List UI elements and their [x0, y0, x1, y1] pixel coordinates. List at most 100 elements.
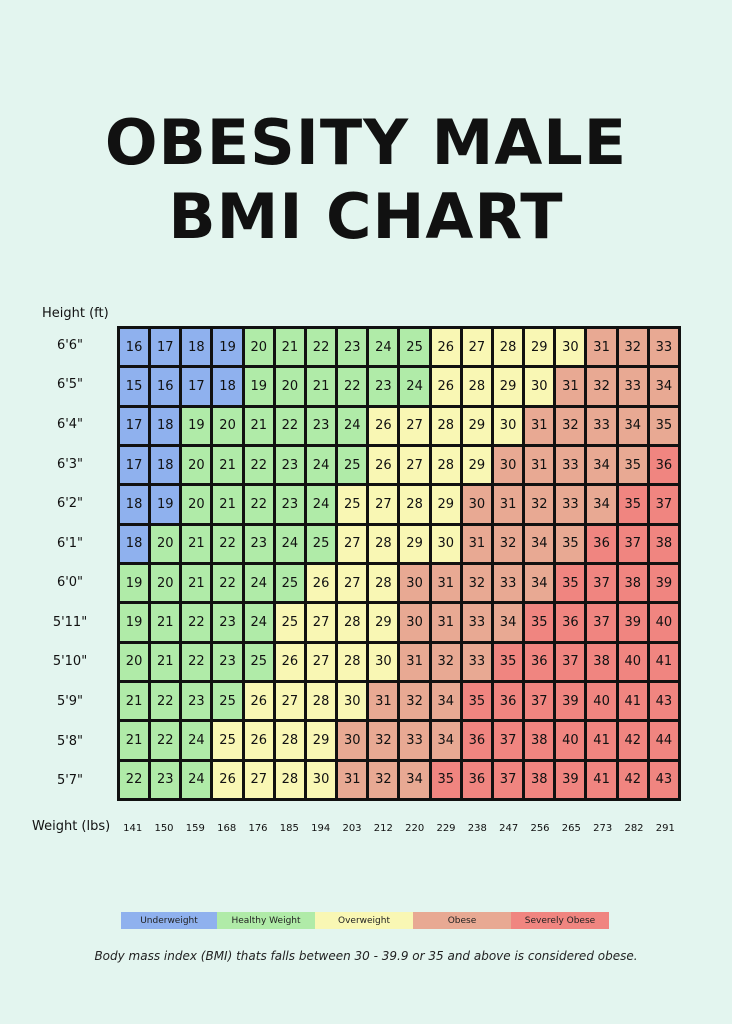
bmi-cell: 26: [306, 564, 336, 602]
bmi-cell: 32: [369, 722, 398, 759]
bmi-cell: 39: [556, 682, 585, 720]
bmi-cell: 25: [306, 525, 336, 562]
bmi-cell: 36: [649, 446, 678, 484]
bmi-cell: 20: [182, 446, 211, 484]
legend-item-underweight: Underweight: [121, 912, 217, 929]
bmi-cell: 21: [151, 604, 180, 641]
bmi-cell: 41: [587, 722, 616, 759]
bmi-cell: 31: [493, 486, 523, 523]
bmi-cell: 26: [369, 446, 398, 484]
bmi-cell: 25: [244, 643, 273, 680]
bmi-cell: 30: [369, 643, 398, 680]
bmi-cell: 18: [120, 525, 149, 562]
bmi-cell: 18: [120, 486, 149, 523]
bmi-cell: 28: [369, 564, 398, 602]
bmi-cell: 34: [525, 564, 554, 602]
bmi-cell: 42: [618, 722, 647, 759]
bmi-cell: 28: [275, 722, 304, 759]
bmi-cell: 35: [649, 407, 678, 444]
bmi-cell: 33: [556, 486, 585, 523]
bmi-cell: 20: [151, 525, 180, 562]
bmi-cell: 38: [618, 564, 647, 602]
bmi-cell: 21: [120, 682, 149, 720]
bmi-cell: 35: [462, 682, 491, 720]
bmi-cell: 26: [213, 761, 242, 798]
bmi-cell: 34: [587, 446, 616, 484]
column-label: 212: [373, 823, 393, 834]
bmi-cell: 15: [120, 368, 149, 405]
bmi-cell: 23: [213, 604, 242, 641]
bmi-cell: 29: [369, 604, 398, 641]
legend-item-severe: Severely Obese: [511, 912, 609, 929]
bmi-cell: 17: [151, 329, 180, 366]
column-label: 176: [248, 823, 268, 834]
bmi-cell: 22: [151, 722, 180, 759]
bmi-cell: 33: [462, 604, 491, 641]
bmi-cell: 25: [400, 329, 429, 366]
bmi-cell: 42: [618, 761, 647, 798]
column-label: 229: [436, 823, 456, 834]
column-label: 265: [561, 823, 581, 834]
bmi-cell: 28: [493, 329, 523, 366]
bmi-cell: 33: [400, 722, 429, 759]
bmi-cell: 38: [525, 722, 554, 759]
bmi-cell: 30: [525, 368, 554, 405]
bmi-cell: 31: [556, 368, 585, 405]
bmi-cell: 40: [618, 643, 647, 680]
bmi-cell: 32: [525, 486, 554, 523]
bmi-cell: 34: [525, 525, 554, 562]
title-line-2: BMI CHART: [168, 180, 564, 253]
bmi-cell: 20: [275, 368, 304, 405]
bmi-cell: 21: [120, 722, 149, 759]
bmi-cell: 32: [400, 682, 429, 720]
bmi-cell: 37: [493, 761, 523, 798]
bmi-cell: 21: [306, 368, 336, 405]
bmi-cell: 25: [213, 682, 242, 720]
bmi-cell: 21: [213, 446, 242, 484]
bmi-cell: 24: [244, 564, 273, 602]
bmi-cell: 31: [587, 329, 616, 366]
bmi-cell: 22: [213, 564, 242, 602]
bmi-cell: 32: [587, 368, 616, 405]
row-label: 5'10": [52, 654, 88, 670]
bmi-cell: 19: [182, 407, 211, 444]
legend-item-healthy: Healthy Weight: [217, 912, 315, 929]
bmi-cell: 26: [244, 722, 273, 759]
bmi-cell: 28: [369, 525, 398, 562]
bmi-cell: 37: [587, 564, 616, 602]
bmi-cell: 38: [649, 525, 678, 562]
bmi-cell: 36: [493, 682, 523, 720]
bmi-cell: 29: [431, 486, 460, 523]
bmi-cell: 21: [213, 486, 242, 523]
bmi-cell: 24: [306, 446, 336, 484]
bmi-cell: 34: [493, 604, 523, 641]
bmi-cell: 36: [587, 525, 616, 562]
bmi-cell: 17: [182, 368, 211, 405]
bmi-cell: 23: [275, 486, 304, 523]
bmi-cell: 31: [525, 446, 554, 484]
bmi-cell: 22: [244, 446, 273, 484]
bmi-cell: 26: [275, 643, 304, 680]
bmi-cell: 24: [182, 722, 211, 759]
row-label: 6'1": [56, 535, 84, 551]
bmi-cell: 26: [244, 682, 273, 720]
bmi-cell: 33: [649, 329, 678, 366]
bmi-cell: 29: [525, 329, 554, 366]
bmi-cell: 34: [431, 682, 460, 720]
bmi-cell: 41: [618, 682, 647, 720]
bmi-cell: 29: [400, 525, 429, 562]
bmi-cell: 31: [431, 564, 460, 602]
bmi-cell: 33: [493, 564, 523, 602]
bmi-cell: 27: [275, 682, 304, 720]
bmi-cell: 41: [649, 643, 678, 680]
bmi-cell: 30: [493, 407, 523, 444]
bmi-cell: 20: [244, 329, 273, 366]
column-label: 282: [624, 823, 644, 834]
row-label: 6'3": [56, 456, 84, 472]
bmi-cell: 35: [431, 761, 460, 798]
bmi-cell: 24: [275, 525, 304, 562]
bmi-cell: 24: [369, 329, 398, 366]
row-label: 5'11": [52, 614, 88, 630]
column-label: 150: [154, 823, 174, 834]
bmi-cell: 37: [493, 722, 523, 759]
